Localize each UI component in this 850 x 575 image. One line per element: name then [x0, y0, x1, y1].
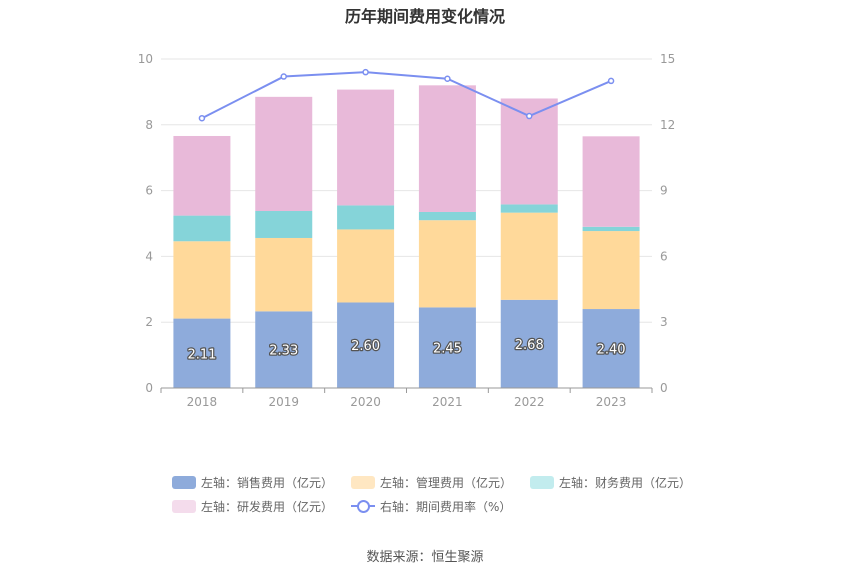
bar-segment: [418, 85, 476, 212]
right-axis-tick-label: 3: [660, 315, 668, 329]
data-label: 2.40: [597, 343, 626, 358]
data-source: 数据来源：恒生聚源: [366, 550, 484, 565]
bar-segment: [337, 229, 395, 303]
x-axis-tick-label: 2023: [596, 395, 627, 409]
legend-item-expense-rate[interactable]: 右轴：期间费用率（%）: [351, 498, 511, 515]
bar-segment: [173, 215, 231, 242]
legend-label-expense-rate: 右轴：期间费用率（%）: [380, 499, 512, 514]
bar-segment: [500, 212, 558, 300]
chart-legend: 左轴：销售费用（亿元） 左轴：管理费用（亿元） 左轴：财务费用（亿元） 左轴：研…: [172, 470, 712, 518]
expense-rate-point: [280, 73, 287, 80]
expense-rate-point: [526, 112, 533, 120]
left-axis-tick-label: 8: [145, 118, 153, 132]
legend-label-sales: 左轴：销售费用（亿元）: [201, 475, 334, 490]
x-axis-tick-label: 2018: [187, 395, 218, 409]
bar-segment: [173, 135, 231, 216]
left-axis-tick-label: 6: [145, 184, 153, 198]
x-axis-tick-label: 2020: [350, 395, 381, 409]
right-axis-tick-label: 12: [660, 118, 675, 132]
bar-segment: [582, 226, 640, 232]
bar-segment: [173, 241, 231, 319]
bar-segment: [255, 210, 313, 238]
legend-item-rd[interactable]: 左轴：研发费用（亿元）: [172, 498, 333, 515]
legend-label-rd: 左轴：研发费用（亿元）: [201, 499, 334, 514]
bar-segment: [582, 136, 640, 227]
bar-segment: [500, 299, 558, 388]
bar-segment: [582, 309, 640, 388]
bar-segment: [255, 237, 313, 312]
expense-rate-point: [198, 114, 206, 122]
right-axis-tick-label: 0: [660, 381, 668, 395]
bar-segment: [418, 307, 476, 388]
bar-segment: [173, 318, 231, 388]
legend-item-admin[interactable]: 左轴：管理费用（亿元）: [351, 474, 512, 491]
left-axis-tick-label: 4: [145, 249, 153, 263]
bar-segment: [500, 204, 558, 213]
x-axis-tick-label: 2021: [432, 395, 463, 409]
bar-segment: [337, 302, 395, 388]
right-axis-tick-label: 6: [660, 249, 668, 263]
legend-label-admin: 左轴：管理费用（亿元）: [380, 475, 513, 490]
left-axis-tick-label: 0: [145, 381, 153, 395]
data-label: 2.11: [187, 347, 216, 362]
data-label: 2.60: [351, 339, 380, 354]
bar-segment: [582, 231, 640, 310]
left-axis-tick-label: 2: [145, 315, 153, 329]
expense-rate-point: [362, 68, 369, 76]
legend-swatch-admin: [351, 475, 376, 489]
legend-swatch-rd: [172, 499, 196, 513]
expense-rate-point: [444, 75, 451, 82]
legend-line-icon: [351, 499, 376, 513]
data-label: 2.45: [433, 342, 462, 357]
bar-segment: [255, 96, 313, 211]
chart-title: 历年期间费用变化情况: [344, 7, 505, 26]
x-axis-tick-label: 2019: [268, 395, 299, 409]
data-label: 2.68: [515, 338, 544, 353]
expense-rate-point: [607, 77, 615, 85]
left-axis-tick-label: 10: [138, 52, 153, 66]
legend-item-finance[interactable]: 左轴：财务费用（亿元）: [530, 474, 691, 491]
legend-swatch-finance: [530, 475, 555, 489]
right-axis-tick-label: 15: [660, 52, 675, 66]
bar-segment: [418, 220, 476, 308]
legend-label-finance: 左轴：财务费用（亿元）: [559, 475, 692, 490]
legend-swatch-sales: [172, 475, 196, 489]
expense-rate-line: [201, 71, 612, 120]
bar-segment: [337, 89, 395, 206]
right-axis-tick-label: 9: [660, 184, 668, 198]
legend-item-sales[interactable]: 左轴：销售费用（亿元）: [172, 474, 333, 491]
bar-segment: [337, 205, 395, 230]
bar-segment: [255, 311, 313, 388]
bar-segment: [418, 211, 476, 221]
x-axis-tick-label: 2022: [514, 395, 545, 409]
data-label: 2.33: [269, 344, 298, 359]
